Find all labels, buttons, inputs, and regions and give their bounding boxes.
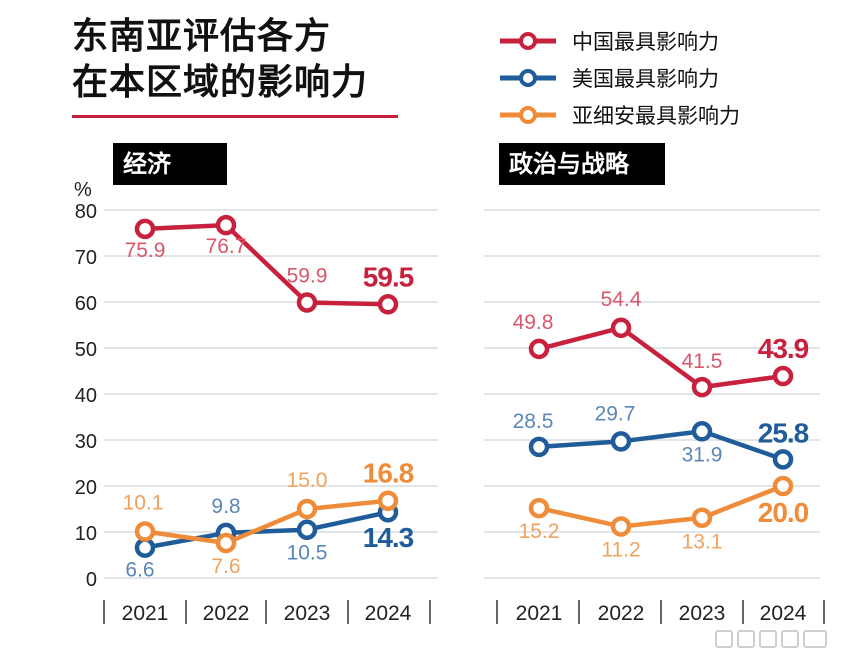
- data-label-china: 49.8: [513, 311, 554, 334]
- title-line-1: 东南亚评估各方: [72, 16, 332, 57]
- watermark-logo: [715, 630, 827, 648]
- y-tick-label: 40: [75, 385, 97, 407]
- chart-title: 东南亚评估各方 在本区域的影响力: [72, 14, 402, 106]
- y-tick-label: 60: [75, 293, 97, 315]
- data-label-australia: 20.0: [758, 497, 809, 528]
- data-point-australia: [215, 532, 237, 554]
- legend-item-australia: 亚细安最具影响力: [498, 96, 740, 133]
- y-tick-label: 20: [75, 477, 97, 499]
- legend-label-china: 中国最具影响力: [572, 29, 719, 54]
- data-point-australia: [296, 498, 318, 520]
- x-tick-label: 2022: [203, 602, 250, 625]
- y-tick-label: 50: [75, 339, 97, 361]
- data-label-china: 43.9: [758, 333, 809, 364]
- series-line-us: [144, 510, 389, 550]
- panel-label-politics: 政治与战略: [499, 143, 665, 185]
- data-label-us: 28.5: [513, 410, 554, 433]
- title-line-2: 在本区域的影响力: [72, 62, 369, 103]
- x-tick-label: 2021: [122, 602, 169, 625]
- data-label-china: 75.9: [125, 239, 166, 262]
- data-point-us: [528, 436, 550, 458]
- data-label-china: 76.7: [206, 235, 247, 258]
- data-label-china: 59.9: [287, 264, 328, 287]
- data-point-us: [610, 431, 632, 452]
- x-tick-label: 2024: [365, 602, 412, 625]
- data-label-australia: 15.2: [519, 520, 560, 543]
- panel-label-economy: 经济: [113, 143, 227, 185]
- data-point-australia: [772, 475, 794, 497]
- panel-1: 2021 2022 2023 2024 49.8 54.4 41.5 43.9 28.5 29.7…: [484, 209, 825, 625]
- data-label-us: 10.5: [287, 542, 328, 565]
- data-point-us: [772, 449, 794, 470]
- data-label-us: 31.9: [682, 443, 723, 466]
- data-label-us: 9.8: [211, 495, 240, 518]
- data-point-australia: [610, 516, 632, 537]
- legend-label-us: 美国最具影响力: [572, 66, 719, 91]
- title-underline: [72, 115, 398, 118]
- series-line-china: [144, 222, 389, 307]
- data-label-us: 25.8: [758, 417, 809, 448]
- series-line-australia: [538, 483, 784, 529]
- x-tick-label: 2023: [284, 602, 331, 625]
- series-line-australia: [144, 498, 389, 546]
- data-label-china: 41.5: [682, 350, 723, 373]
- y-tick-label: 10: [75, 523, 97, 545]
- data-point-us: [296, 519, 318, 540]
- legend-label-australia: 亚细安最具影响力: [572, 103, 740, 128]
- data-point-china: [691, 376, 713, 398]
- data-point-china: [296, 292, 318, 313]
- data-label-us: 14.3: [363, 522, 414, 553]
- data-label-china: 54.4: [601, 288, 642, 311]
- data-label-china: 59.5: [363, 261, 414, 292]
- panel-0: 0 10 20 30 40 50 60 70 80% 2021 2022 2023 2024 75.9 76…: [74, 179, 438, 625]
- data-label-australia: 11.2: [601, 538, 640, 561]
- data-label-australia: 13.1: [682, 531, 723, 554]
- data-point-australia: [377, 490, 399, 511]
- data-label-us: 29.7: [595, 402, 636, 425]
- series-line-us: [538, 429, 784, 462]
- data-label-us: 6.6: [125, 559, 154, 582]
- data-label-australia: 7.6: [211, 555, 240, 578]
- data-point-us: [691, 421, 713, 442]
- legend-key-us: [500, 68, 556, 87]
- legend-item-us: 美国最具影响力: [498, 59, 740, 96]
- data-point-us: [134, 537, 156, 558]
- y-tick-label: 30: [75, 431, 97, 453]
- data-point-australia: [134, 521, 156, 542]
- legend: 中国最具影响力 美国最具影响力 亚细安最具影响力: [498, 22, 740, 133]
- data-label-australia: 16.8: [363, 458, 414, 489]
- data-point-china: [610, 317, 632, 339]
- y-tick-label: 80: [75, 201, 97, 223]
- y-axis-unit: %: [74, 179, 92, 201]
- series-line-china: [538, 325, 784, 390]
- data-point-china: [215, 214, 237, 236]
- data-point-china: [772, 365, 794, 387]
- legend-key-china: [500, 31, 556, 50]
- data-label-australia: 15.0: [287, 469, 328, 492]
- y-tick-label: 0: [86, 569, 97, 591]
- data-point-china: [377, 294, 399, 315]
- legend-key-australia: [500, 105, 556, 124]
- x-tick-label: 2022: [598, 602, 645, 625]
- data-label-australia: 10.1: [123, 492, 164, 515]
- data-point-australia: [528, 497, 550, 519]
- data-point-china: [134, 218, 156, 240]
- y-tick-label: 70: [75, 247, 97, 269]
- x-tick-label: 2023: [679, 602, 726, 625]
- legend-item-china: 中国最具影响力: [498, 22, 740, 59]
- x-tick-label: 2021: [516, 602, 563, 625]
- data-point-australia: [691, 507, 713, 528]
- x-tick-label: 2024: [760, 602, 807, 625]
- data-point-china: [528, 338, 550, 360]
